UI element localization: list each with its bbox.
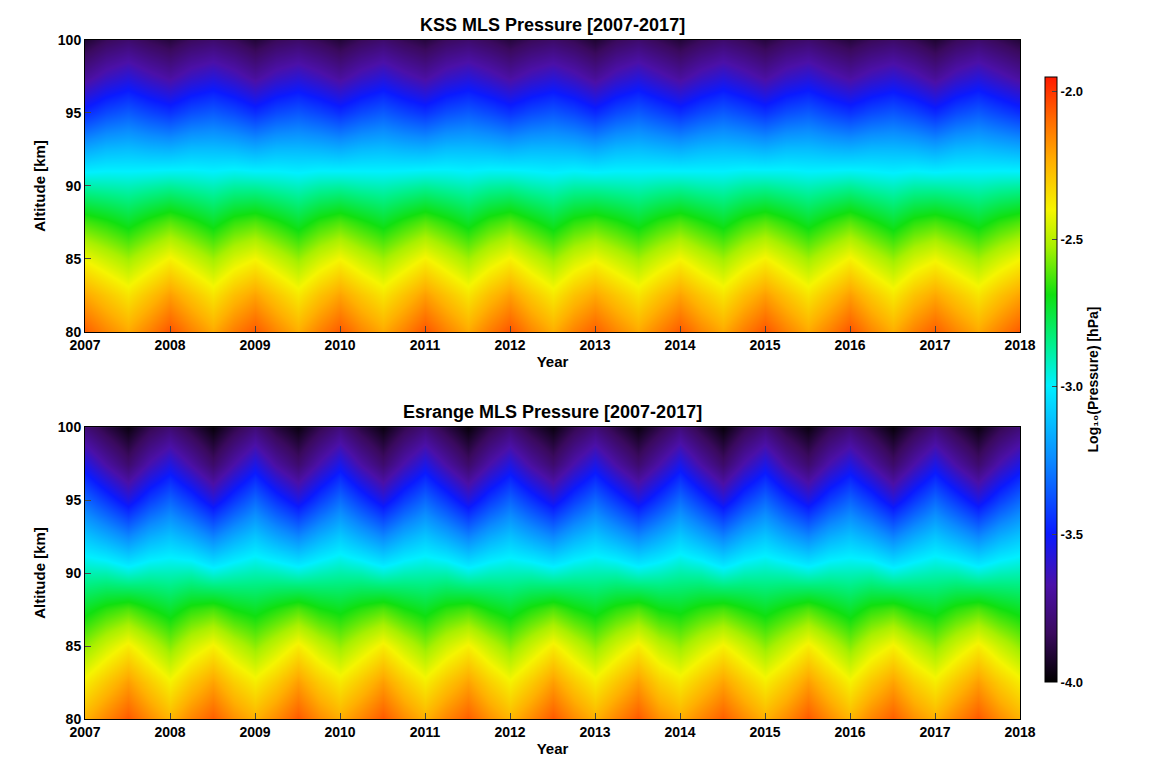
svg-text:2008: 2008 — [154, 724, 185, 740]
svg-text:2016: 2016 — [834, 724, 865, 740]
svg-text:85: 85 — [66, 251, 82, 267]
svg-text:-3.0: -3.0 — [1061, 379, 1083, 394]
svg-text:2008: 2008 — [154, 337, 185, 353]
svg-text:2016: 2016 — [834, 337, 865, 353]
svg-text:90: 90 — [66, 178, 82, 194]
svg-text:95: 95 — [66, 105, 82, 121]
svg-text:-4.0: -4.0 — [1061, 675, 1083, 690]
svg-text:100: 100 — [58, 32, 82, 48]
svg-text:2015: 2015 — [749, 337, 780, 353]
svg-text:Log₁₀(Pressure) [hPa]: Log₁₀(Pressure) [hPa] — [1085, 307, 1101, 453]
svg-text:2014: 2014 — [664, 724, 695, 740]
svg-text:2017: 2017 — [919, 724, 950, 740]
svg-text:2007: 2007 — [69, 337, 100, 353]
svg-text:2014: 2014 — [664, 337, 695, 353]
svg-text:95: 95 — [66, 492, 82, 508]
svg-text:-2.5: -2.5 — [1061, 232, 1083, 247]
svg-text:2011: 2011 — [410, 724, 441, 740]
svg-text:80: 80 — [66, 324, 82, 340]
svg-text:2018: 2018 — [1004, 724, 1035, 740]
svg-text:-2.0: -2.0 — [1061, 84, 1083, 99]
svg-text:85: 85 — [66, 638, 82, 654]
svg-text:2007: 2007 — [69, 724, 100, 740]
svg-text:Altitude [km]: Altitude [km] — [31, 527, 48, 619]
svg-text:Year: Year — [537, 740, 569, 757]
svg-text:-3.5: -3.5 — [1061, 527, 1083, 542]
svg-text:2017: 2017 — [919, 337, 950, 353]
svg-text:90: 90 — [66, 565, 82, 581]
svg-text:2012: 2012 — [494, 337, 525, 353]
svg-text:2010: 2010 — [324, 337, 355, 353]
svg-text:Year: Year — [537, 353, 569, 370]
svg-text:2012: 2012 — [494, 724, 525, 740]
svg-text:2013: 2013 — [579, 724, 610, 740]
svg-text:2009: 2009 — [239, 337, 270, 353]
svg-text:2015: 2015 — [749, 724, 780, 740]
svg-text:2013: 2013 — [579, 337, 610, 353]
svg-text:80: 80 — [66, 711, 82, 727]
svg-text:100: 100 — [58, 419, 82, 435]
svg-text:2018: 2018 — [1004, 337, 1035, 353]
svg-text:KSS MLS Pressure [2007-2017]: KSS MLS Pressure [2007-2017] — [420, 15, 685, 35]
svg-text:Esrange MLS Pressure [2007-201: Esrange MLS Pressure [2007-2017] — [403, 402, 702, 422]
svg-text:2011: 2011 — [410, 337, 441, 353]
svg-text:2009: 2009 — [239, 724, 270, 740]
svg-text:Altitude [km]: Altitude [km] — [31, 140, 48, 232]
svg-text:2010: 2010 — [324, 724, 355, 740]
